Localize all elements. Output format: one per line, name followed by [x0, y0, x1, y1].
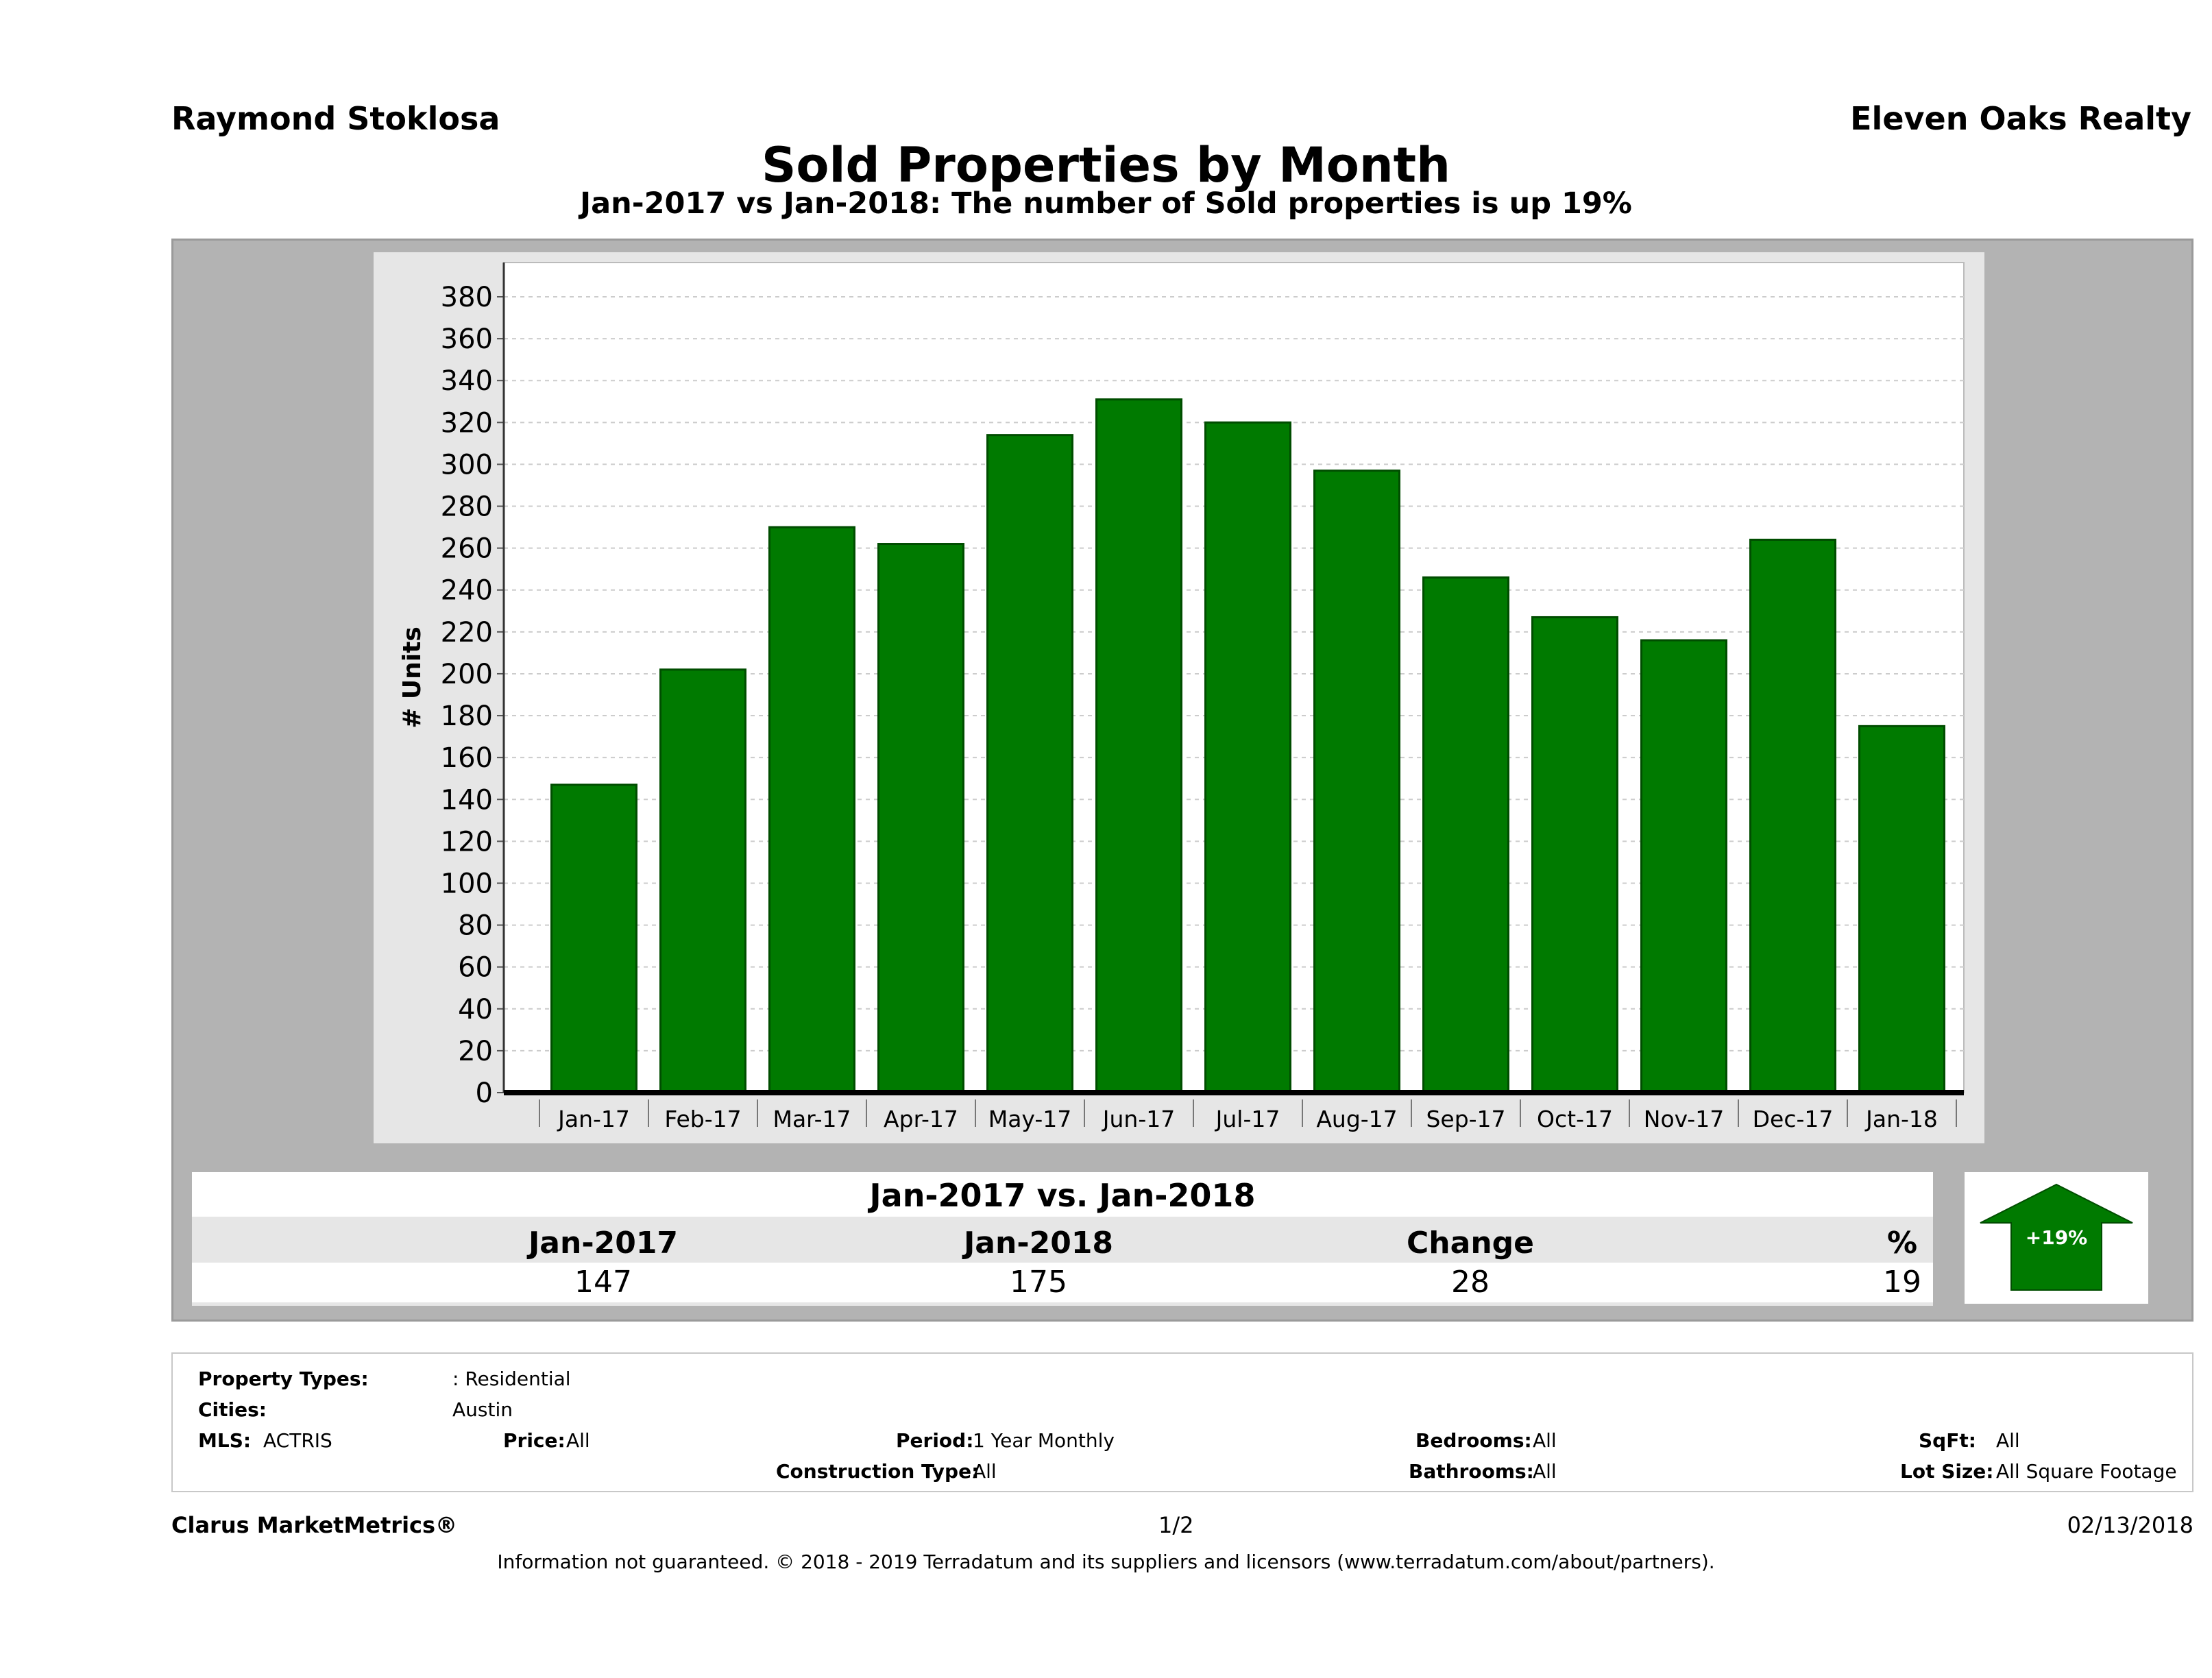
- brokerage-name: Eleven Oaks Realty: [1850, 100, 2191, 137]
- bar: [1858, 725, 1945, 1094]
- y-tick-label: 120: [441, 826, 493, 858]
- y-tick-label: 260: [441, 533, 493, 565]
- brand-footer: Clarus MarketMetrics®: [171, 1512, 458, 1538]
- y-tick-label: 300: [441, 449, 493, 481]
- bar: [1640, 639, 1727, 1094]
- up-arrow-icon: [1980, 1183, 2133, 1291]
- summary-value-percent: 19: [1883, 1265, 1921, 1300]
- bar: [1313, 470, 1400, 1094]
- x-tick-label: Mar-17: [773, 1106, 851, 1132]
- y-tick-label: 320: [441, 407, 493, 439]
- x-tick-label: Sep-17: [1426, 1106, 1505, 1132]
- x-tick-label: Jul-17: [1215, 1106, 1280, 1132]
- x-tick-label: Aug-17: [1316, 1106, 1397, 1132]
- bar: [1531, 616, 1618, 1094]
- sqft-label: SqFt:: [1919, 1429, 1976, 1452]
- x-tick-label: Jun-17: [1102, 1106, 1175, 1132]
- summary-value-jan-2017: 147: [574, 1265, 632, 1300]
- period-value: 1 Year Monthly: [973, 1429, 1115, 1452]
- x-tick-label: Jan-18: [1864, 1106, 1938, 1132]
- bar: [659, 668, 746, 1094]
- bar: [1749, 538, 1836, 1094]
- x-tick-label: Nov-17: [1644, 1106, 1724, 1132]
- price-value: All: [566, 1429, 590, 1452]
- y-tick-label: 280: [441, 491, 493, 523]
- y-tick-label: 200: [441, 659, 493, 690]
- bar: [768, 526, 855, 1094]
- property-types-value: : Residential: [452, 1367, 571, 1390]
- price-label: Price:: [503, 1429, 566, 1452]
- bathrooms-value: All: [1533, 1460, 1557, 1483]
- x-tick-label: Jan-17: [557, 1106, 630, 1132]
- y-tick-label: 60: [458, 952, 493, 984]
- change-badge: +19%: [1965, 1172, 2148, 1304]
- bar: [986, 434, 1073, 1094]
- lot-size-value: All Square Footage: [1996, 1460, 2177, 1483]
- y-tick-label: 40: [458, 994, 493, 1025]
- y-tick-label: 220: [441, 617, 493, 648]
- y-tick-label: 100: [441, 868, 493, 899]
- bar: [877, 543, 964, 1094]
- cities-value: Austin: [452, 1398, 513, 1421]
- summary-heading: Jan-2017 vs. Jan-2018: [192, 1172, 1933, 1217]
- summary-col-label-percent: %: [1886, 1226, 1918, 1261]
- chart-subtitle: Jan-2017 vs Jan-2018: The number of Sold…: [580, 186, 1632, 221]
- bar: [1204, 421, 1291, 1094]
- bedrooms-label: Bedrooms:: [1415, 1429, 1532, 1452]
- change-badge-label: +19%: [2026, 1226, 2087, 1249]
- y-tick-label: 160: [441, 742, 493, 774]
- report-date: 02/13/2018: [2067, 1512, 2193, 1538]
- cities-label: Cities:: [198, 1398, 267, 1421]
- summary-panel: Jan-2017 vs. Jan-2018 Jan-2017 Jan-2018 …: [192, 1172, 1933, 1306]
- bar: [1422, 576, 1509, 1094]
- summary-value-change: 28: [1451, 1265, 1490, 1300]
- filter-panel: Property Types: : Residential Cities: Au…: [171, 1352, 2193, 1492]
- summary-col-label-jan-2018: Jan-2018: [963, 1226, 1114, 1261]
- y-tick-label: 0: [476, 1078, 493, 1109]
- agent-name: Raymond Stoklosa: [171, 100, 500, 137]
- summary-values-row: 147 175 28 19: [192, 1263, 1933, 1302]
- y-tick-label: 80: [458, 910, 493, 942]
- bar: [550, 783, 637, 1094]
- bedrooms-value: All: [1533, 1429, 1557, 1452]
- y-tick-label: 380: [441, 282, 493, 313]
- x-tick-label: Feb-17: [664, 1106, 741, 1132]
- y-axis-label: # Units: [398, 627, 426, 729]
- y-tick-label: 20: [458, 1036, 493, 1067]
- disclaimer: Information not guaranteed. © 2018 - 201…: [497, 1551, 1715, 1573]
- summary-col-label-jan-2017: Jan-2017: [528, 1226, 679, 1261]
- chart-title: Sold Properties by Month: [762, 137, 1450, 193]
- lot-size-label: Lot Size:: [1900, 1460, 1994, 1483]
- page-number: 1/2: [1158, 1512, 1194, 1538]
- sqft-value: All: [1996, 1429, 2020, 1452]
- x-tick-label: May-17: [988, 1106, 1072, 1132]
- y-tick-label: 340: [441, 365, 493, 397]
- construction-type-label: Construction Type:: [776, 1460, 980, 1483]
- x-tick-label: Dec-17: [1753, 1106, 1834, 1132]
- y-tick-label: 180: [441, 701, 493, 732]
- property-types-label: Property Types:: [198, 1367, 369, 1390]
- y-tick-label: 360: [441, 324, 493, 355]
- x-tick-label: Oct-17: [1537, 1106, 1613, 1132]
- summary-value-jan-2018: 175: [1010, 1265, 1067, 1300]
- y-tick-label: 140: [441, 784, 493, 816]
- period-label: Period:: [896, 1429, 974, 1452]
- summary-col-label-change: Change: [1407, 1226, 1534, 1261]
- y-tick-label: 240: [441, 575, 493, 607]
- x-tick-label: Apr-17: [884, 1106, 958, 1132]
- bar: [1095, 398, 1182, 1094]
- construction-type-value: All: [973, 1460, 997, 1483]
- bar-chart: 0 20 40 60 80 100 120 140 160 180 200 220 240 260 280 3…: [398, 262, 1965, 1132]
- bathrooms-label: Bathrooms:: [1409, 1460, 1534, 1483]
- mls-label: MLS:: [198, 1429, 252, 1452]
- mls-value: ACTRIS: [263, 1429, 332, 1452]
